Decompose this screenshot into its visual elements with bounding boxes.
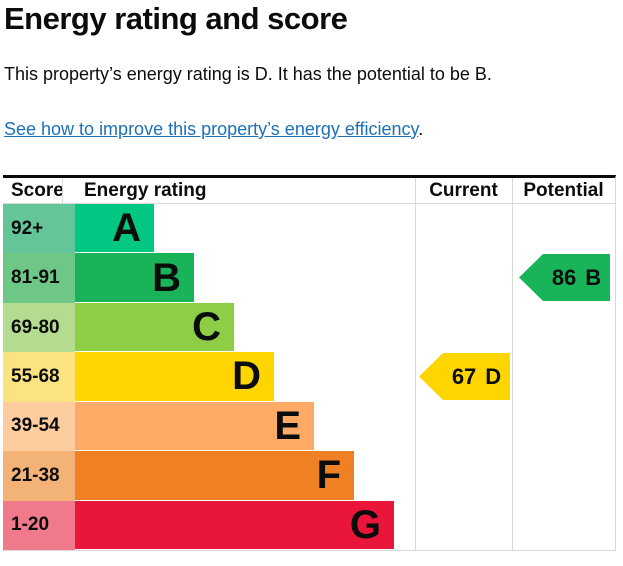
rating-band-e: E [75, 401, 314, 451]
rating-band-f: F [75, 451, 354, 500]
current-rating-arrow: 67 D [419, 353, 510, 401]
score-range-e: 39-54 [3, 401, 75, 452]
score-range-d: 55-68 [3, 352, 75, 402]
header-potential: Potential [523, 180, 604, 201]
current-arrow-label: 67 D [443, 353, 510, 400]
rating-row-g: 1-20 G [3, 500, 615, 550]
potential-score-letter: B [585, 264, 602, 290]
score-range-b: 81-91 [3, 253, 75, 303]
potential-score-value: 86 [551, 264, 577, 290]
page-title: Energy rating and score [4, 1, 348, 36]
current-column-divider [415, 178, 416, 550]
rating-band-b: B [75, 253, 194, 302]
rating-row-a: 92+ A [3, 204, 615, 254]
score-range-f: 21-38 [3, 451, 75, 501]
rating-band-d: D [75, 352, 274, 401]
score-column-divider [62, 178, 63, 203]
potential-arrow-shape [519, 254, 610, 302]
rating-rows: 92+ A 81-91 B 69-80 C 55-68 D 39-54 E 21-38 F 1-20 G [3, 204, 615, 550]
potential-arrow-label: 86 B [543, 254, 610, 301]
rating-band-g: G [75, 500, 394, 549]
score-range-a: 92+ [3, 204, 75, 254]
link-suffix: . [418, 119, 424, 139]
rating-row-d: 55-68 D [3, 352, 615, 402]
rating-row-f: 21-38 F [3, 451, 615, 501]
chart-header-row: Score Energy rating Current Potential [3, 178, 615, 204]
current-score-letter: D [485, 363, 502, 389]
score-range-c: 69-80 [3, 302, 75, 353]
header-current: Current [429, 180, 498, 201]
current-arrow-shape [419, 353, 510, 401]
rating-row-e: 39-54 E [3, 401, 615, 452]
energy-rating-chart: Score Energy rating Current Potential 92… [3, 175, 616, 551]
score-range-g: 1-20 [3, 500, 75, 550]
intro-text: This property’s energy rating is D. It h… [4, 64, 492, 84]
improve-link-line: See how to improve this property’s energ… [4, 119, 423, 140]
rating-band-c: C [75, 302, 234, 352]
header-energy-rating: Energy rating [84, 180, 207, 201]
improve-efficiency-link[interactable]: See how to improve this property’s energ… [4, 119, 419, 139]
current-score-value: 67 [451, 363, 477, 389]
rating-band-a: A [75, 204, 154, 253]
rating-row-b: 81-91 B [3, 253, 615, 303]
potential-rating-arrow: 86 B [519, 254, 610, 302]
potential-column-divider [512, 178, 513, 550]
rating-row-c: 69-80 C [3, 302, 615, 353]
header-score: Score [11, 180, 64, 201]
